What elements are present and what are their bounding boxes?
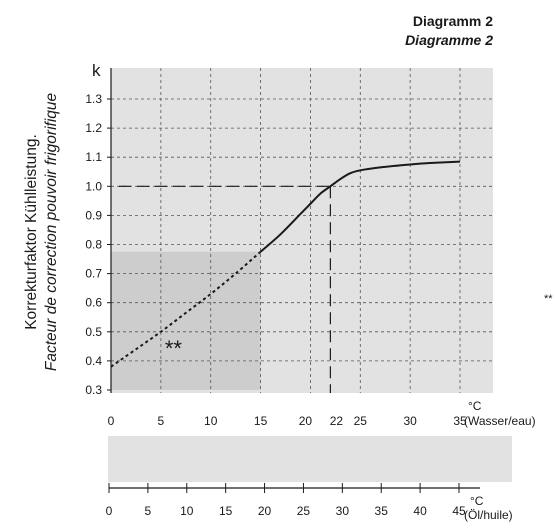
x-tick-labels: 0 5 10 15 20 22 25 30 35 xyxy=(108,414,467,428)
x-tick-label-0: 0 xyxy=(108,414,115,428)
y-tick-label-1: 0.4 xyxy=(85,354,102,368)
x-tick-label-2: 10 xyxy=(204,414,218,428)
shaded-region xyxy=(111,251,261,390)
oil-tick-label-5: 25 xyxy=(297,504,311,518)
y-tick-label-8: 1.1 xyxy=(85,150,102,164)
oil-tick-label-7: 35 xyxy=(375,504,389,518)
x-tick-label-3: 15 xyxy=(254,414,268,428)
x-tick-label-4: 20 xyxy=(299,414,313,428)
x-axis-medium: (Wasser/eau) xyxy=(464,414,536,428)
y-tick-label-9: 1.2 xyxy=(85,121,102,135)
curve-extrapolated-dotted xyxy=(110,251,262,368)
y-axis-label-de: Korrekturfaktor Kühlleistung. xyxy=(23,134,40,330)
y-tick-label-2: 0.5 xyxy=(85,325,102,339)
x-tick-label-7: 30 xyxy=(403,414,417,428)
y-tick-label-4: 0.7 xyxy=(85,267,102,281)
oil-axis-medium: (Öl/huile) xyxy=(464,508,513,522)
x-axis-unit: °C xyxy=(468,399,482,413)
y-tick-label-6: 0.9 xyxy=(85,208,102,222)
oil-tick-label-8: 40 xyxy=(413,504,427,518)
oil-temperature-band xyxy=(108,436,512,482)
oil-tick-label-4: 20 xyxy=(258,504,272,518)
grid-lines xyxy=(111,68,493,393)
y-tick-label-10: 1.3 xyxy=(85,92,102,106)
y-axis-label-fr: Facteur de correction pouvoir frigorifiq… xyxy=(43,92,60,371)
oil-tick-label-2: 10 xyxy=(180,504,194,518)
x-tick-label-6: 25 xyxy=(354,414,368,428)
oil-tick-label-3: 15 xyxy=(219,504,233,518)
oil-tick-label-1: 5 xyxy=(145,504,152,518)
oil-tick-label-6: 30 xyxy=(336,504,350,518)
y-axis-symbol: k xyxy=(92,61,101,80)
side-note-marker: ** xyxy=(544,293,553,305)
x-tick-label-5: 22 xyxy=(330,414,344,428)
oil-tick-label-9: 45 xyxy=(452,504,466,518)
x-tick-label-1: 5 xyxy=(158,414,165,428)
y-tick-label-3: 0.6 xyxy=(85,296,102,310)
oil-axis-ticks xyxy=(108,483,460,493)
shaded-region-label: ** xyxy=(165,336,183,361)
curve-measured-solid xyxy=(259,160,461,253)
y-tick-label-7: 1.0 xyxy=(85,179,102,193)
chart-title-de: Diagramm 2 xyxy=(413,13,493,29)
chart-title-fr: Diagramme 2 xyxy=(405,32,493,48)
y-tick-label-0: 0.3 xyxy=(85,383,102,397)
oil-tick-label-0: 0 xyxy=(106,504,113,518)
x-tick-label-8: 35 xyxy=(453,414,467,428)
y-tick-label-5: 0.8 xyxy=(85,238,102,252)
y-tick-labels: 0.3 0.4 0.5 0.6 0.7 0.8 0.9 1.0 1.1 1.2 1.3 xyxy=(85,92,111,397)
oil-tick-labels: 0 5 10 15 20 25 30 35 40 45 xyxy=(106,504,466,518)
oil-axis-unit: °C xyxy=(470,494,484,508)
